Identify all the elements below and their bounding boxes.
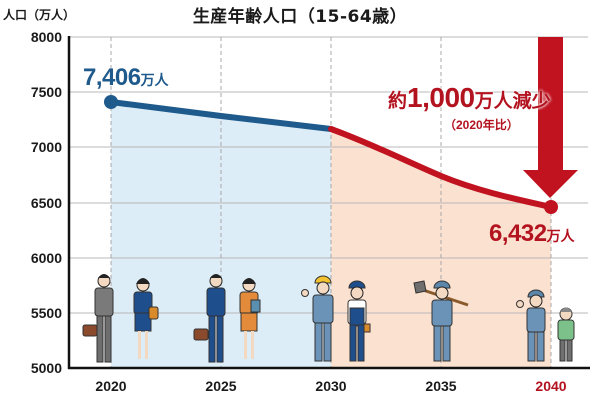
decrease-value: 1,000 xyxy=(407,82,475,113)
start-value: 7,406 xyxy=(83,64,141,91)
worker-father-icon xyxy=(516,289,546,362)
svg-text:5000: 5000 xyxy=(31,360,62,376)
x-tick-labels: 2020 2025 2030 2035 2040 xyxy=(95,378,566,394)
svg-text:6000: 6000 xyxy=(31,250,62,266)
businessman-gray-icon xyxy=(82,274,114,363)
svg-text:2035: 2035 xyxy=(425,378,456,394)
svg-text:7500: 7500 xyxy=(31,84,62,100)
svg-text:8000: 8000 xyxy=(31,29,62,45)
end-value: 6,432 xyxy=(489,220,547,247)
chart-title: 生産年齢人口（15-64歳） xyxy=(192,7,408,27)
female-worker-icon xyxy=(347,280,371,362)
svg-text:2025: 2025 xyxy=(205,378,236,394)
start-point-marker xyxy=(104,95,118,109)
start-unit: 万人 xyxy=(140,72,169,88)
svg-text:2030: 2030 xyxy=(315,378,346,394)
decrease-suffix: 万人減少 xyxy=(474,91,551,112)
svg-text:2020: 2020 xyxy=(95,378,126,394)
svg-text:5500: 5500 xyxy=(31,305,62,321)
y-tick-labels: 8000 7500 7000 6500 6000 5500 5000 xyxy=(31,29,62,376)
svg-text:6500: 6500 xyxy=(31,195,62,211)
construction-worker-icon xyxy=(301,275,334,362)
svg-text:2040: 2040 xyxy=(535,378,566,394)
end-unit: 万人 xyxy=(546,228,575,244)
decrease-arrow-icon xyxy=(523,37,578,198)
businessman-blue-icon xyxy=(193,274,226,363)
svg-text:7000: 7000 xyxy=(31,139,62,155)
future-series-line xyxy=(328,126,554,210)
businesswoman-blue-icon xyxy=(133,278,159,359)
businesswoman-orange-icon xyxy=(239,278,261,359)
people-illustrations xyxy=(82,274,575,363)
end-value-label: 6,432万人 xyxy=(489,220,575,248)
decrease-prefix: 約 xyxy=(388,91,408,112)
y-axis-label: 人口（万人） xyxy=(3,8,76,22)
start-value-label: 7,406万人 xyxy=(83,64,169,92)
child-icon xyxy=(557,307,575,362)
decrease-annotation: 約1,000万人減少 xyxy=(388,82,551,114)
past-series-line xyxy=(108,99,334,132)
decrease-note: （2020年比） xyxy=(444,118,519,132)
end-point-marker xyxy=(544,200,558,214)
worker-with-shovel-icon xyxy=(413,280,469,362)
